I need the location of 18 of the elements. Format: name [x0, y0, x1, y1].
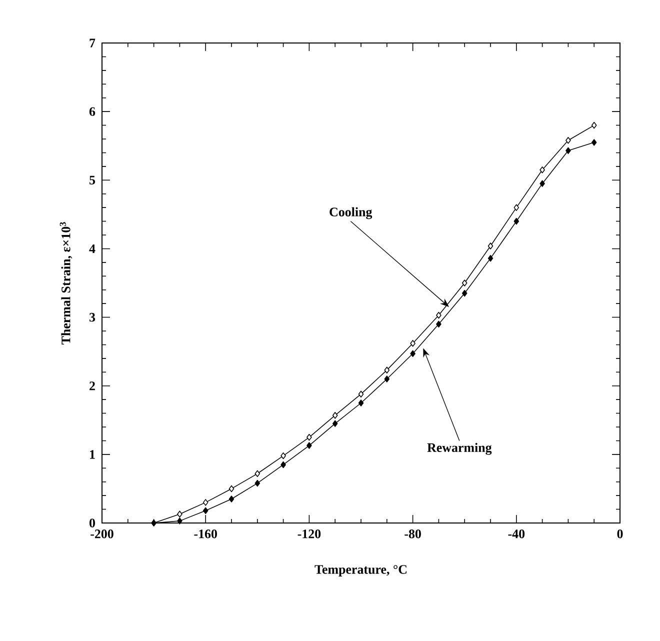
x-tick-label: -160 — [194, 530, 217, 538]
x-axis-title: Temperature, °C — [314, 565, 407, 576]
y-tick-label: 3 — [89, 312, 96, 322]
x-tick-label: -80 — [404, 530, 421, 538]
x-tick-label: -120 — [298, 530, 321, 538]
annotation: Cooling — [330, 207, 372, 220]
y-tick-label: 2 — [90, 382, 95, 390]
y-tick-label: 0 — [90, 518, 95, 528]
y-tick-label: 1 — [90, 450, 95, 459]
y-tick-label: 6 — [89, 107, 96, 116]
annotation: Rewarming — [427, 442, 492, 455]
y-tick-label: 4 — [89, 244, 96, 253]
y-axis-title: Thermal Strain, ε×10$^{3}$ — [60, 222, 72, 344]
x-tick-label: -200 — [90, 530, 114, 538]
x-tick-label: 0 — [617, 530, 623, 538]
x-tick-label: -40 — [508, 530, 525, 538]
y-tick-label: 5 — [90, 176, 96, 184]
y-tick-label: 7 — [90, 38, 96, 48]
